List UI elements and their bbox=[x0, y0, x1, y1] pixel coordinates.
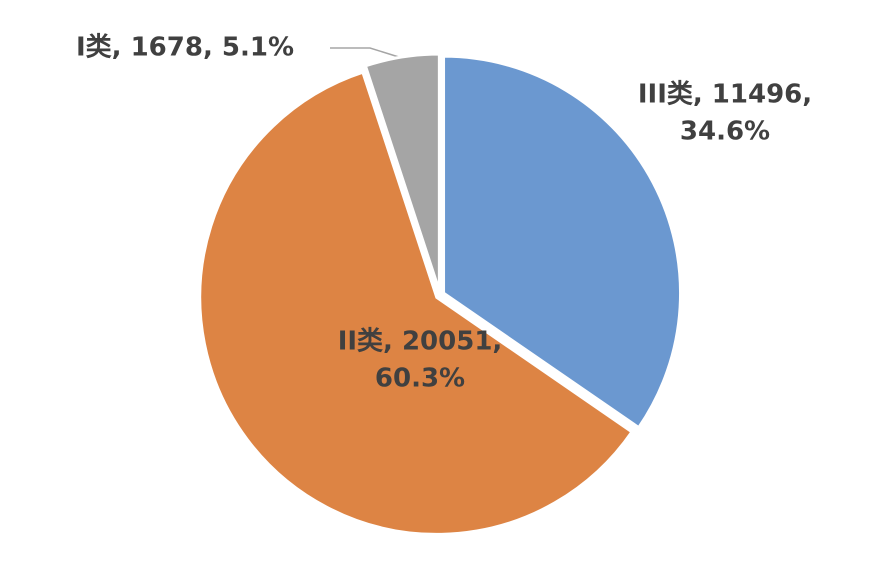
data-label: 60.3% bbox=[375, 364, 465, 394]
leader-line bbox=[330, 47, 403, 59]
pie-slice bbox=[442, 54, 682, 430]
data-label: III类, 11496, bbox=[638, 80, 812, 110]
data-label: II类, 20051, bbox=[338, 327, 503, 357]
data-label: 34.6% bbox=[680, 117, 770, 147]
pie-slice bbox=[363, 52, 441, 292]
pie-slice bbox=[198, 70, 635, 536]
data-label: I类, 1678, 5.1% bbox=[76, 33, 294, 63]
